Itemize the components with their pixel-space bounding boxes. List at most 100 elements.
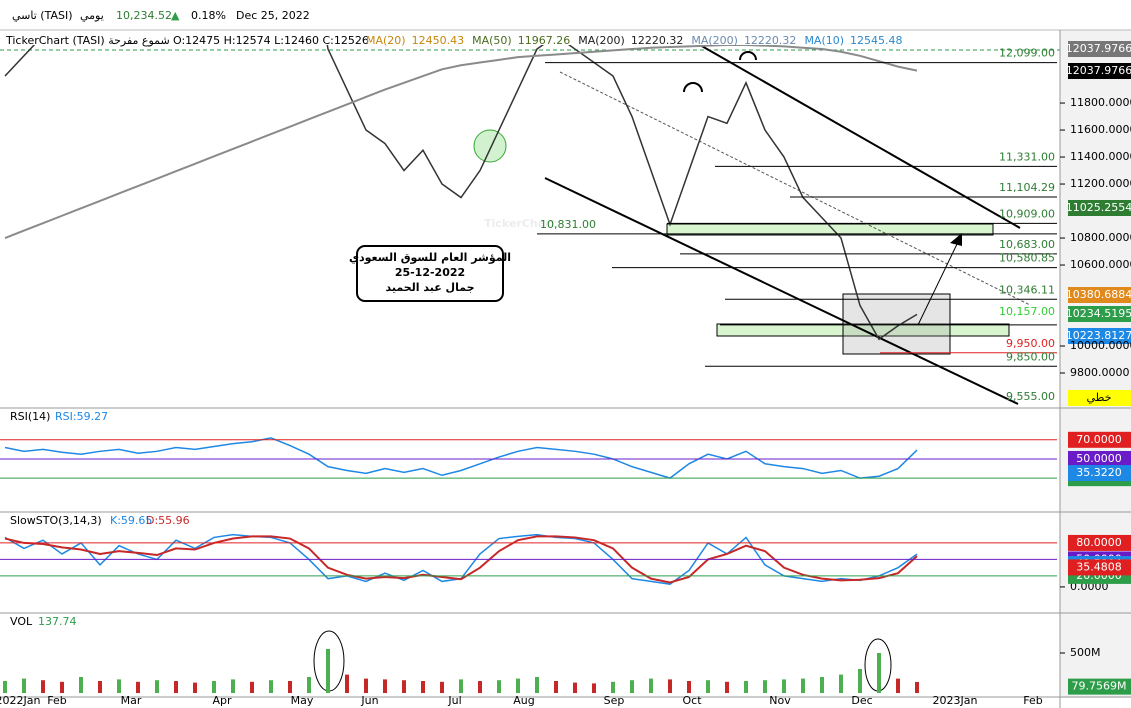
x-tick-label: Feb xyxy=(1023,694,1042,707)
volume-bar xyxy=(706,680,710,693)
volume-bar xyxy=(459,679,463,693)
panel-title: RSI(14) xyxy=(10,410,50,423)
price-tag-bg xyxy=(1068,200,1131,216)
ohlc: O:12475 H:12574 L:12460 C:12526 xyxy=(173,34,369,47)
level-label: 9,950.00 xyxy=(1006,337,1055,350)
y-tick-label: 11400.0000 xyxy=(1070,150,1131,163)
ma-name: MA(10) xyxy=(804,34,844,47)
x-tick-label: Aug xyxy=(513,694,534,707)
level-label: 11,104.29 xyxy=(999,181,1055,194)
tag-bg xyxy=(1068,559,1131,576)
level-label: 9,850.00 xyxy=(1006,350,1055,363)
box xyxy=(842,293,951,355)
trend-line xyxy=(559,71,1031,306)
volume-bar xyxy=(345,674,349,693)
volume-bar xyxy=(250,681,254,693)
ma-value: 11967.26 xyxy=(518,34,571,47)
panel xyxy=(3,649,919,693)
x-tick-label: Jul xyxy=(447,694,461,707)
y-tick-label: 10000.0000 xyxy=(1070,339,1131,352)
panel-title: VOL xyxy=(10,615,33,628)
level-label: 9,555.00 xyxy=(1006,390,1055,403)
volume-bar xyxy=(136,681,140,693)
volume-bar xyxy=(117,679,121,693)
volume-bar xyxy=(820,677,824,693)
x-tick-label: May xyxy=(291,694,314,707)
x-tick-label: Mar xyxy=(121,694,142,707)
price-tag-bg xyxy=(1068,328,1131,344)
panel-value: D:55.96 xyxy=(146,514,190,527)
arrow-line xyxy=(917,241,959,326)
volume-bar xyxy=(3,681,7,693)
ma-name: MA(200) xyxy=(691,34,738,47)
volume-bar xyxy=(858,669,862,693)
price-tag-bg xyxy=(1068,306,1131,322)
volume-bar xyxy=(402,680,406,693)
volume-bar xyxy=(630,680,634,693)
change-arrow: ▲ xyxy=(171,9,180,22)
volume-bar xyxy=(649,678,653,693)
volume-bar xyxy=(763,680,767,693)
panel xyxy=(4,45,918,341)
source: TickerChart (TASI) شموع مفرحة xyxy=(5,34,170,47)
volume-bar xyxy=(611,681,615,693)
volume-bar xyxy=(725,681,729,693)
price-tag-bg xyxy=(1068,287,1131,303)
x-tick-label: 2022Jan xyxy=(0,694,41,707)
annotation: جمال عبد الحميد xyxy=(385,281,474,294)
tag-label: 35.4808 xyxy=(1076,560,1122,573)
volume-bar xyxy=(155,680,159,693)
level-label: 10,157.00 xyxy=(999,305,1055,318)
drawings xyxy=(473,45,1031,405)
tag-label: 50.0000 xyxy=(1076,452,1122,465)
last-price: 10,234.52 xyxy=(116,9,172,22)
price-tag: خطي xyxy=(1087,391,1112,404)
tag-bg xyxy=(1068,431,1131,448)
panel-title: SlowSTO(3,14,3) xyxy=(10,514,102,527)
volume-bar xyxy=(22,678,26,693)
volume-bar xyxy=(915,681,919,693)
y-tick-label: 11200.0000 xyxy=(1070,177,1131,190)
volume-bar xyxy=(896,678,900,693)
x-tick-label: Dec xyxy=(851,694,872,707)
volume-bar xyxy=(307,677,311,693)
volume-bar xyxy=(421,681,425,693)
price-tag-bg xyxy=(1068,63,1131,79)
panel xyxy=(4,437,918,479)
volume-bar xyxy=(440,681,444,693)
tag-bg xyxy=(1068,465,1131,482)
level-label: 10,580.85 xyxy=(999,252,1055,265)
date: Dec 25, 2022 xyxy=(236,9,310,22)
ma-value: 12545.48 xyxy=(850,34,903,47)
arc xyxy=(739,51,757,61)
level-label: 10,683.00 xyxy=(999,238,1055,251)
volume-bar xyxy=(364,678,368,693)
volume-bar xyxy=(383,679,387,693)
tag-label: 79.7569M xyxy=(1072,680,1127,693)
y-tick-label: 9800.0000 xyxy=(1070,366,1130,379)
y-tick-label: 10600.0000 xyxy=(1070,258,1131,271)
volume-bar xyxy=(592,683,596,693)
x-tick-label: Oct xyxy=(682,694,702,707)
volume-bar xyxy=(41,680,45,693)
price-tag: 12037.9766 xyxy=(1066,64,1131,77)
volume-bar xyxy=(782,679,786,693)
price-tag-bg xyxy=(1068,41,1131,57)
volume-bar xyxy=(212,681,216,693)
volume-bar xyxy=(668,679,672,693)
volume-bar xyxy=(801,678,805,693)
volume-bar xyxy=(326,649,330,693)
series-line xyxy=(4,45,918,341)
level-label: 10,831.00 xyxy=(540,218,596,231)
volume-bar xyxy=(60,681,64,693)
price-tag: 10380.6884 xyxy=(1066,288,1131,301)
series-line xyxy=(4,437,918,479)
volume-bar xyxy=(98,681,102,693)
volume-bar xyxy=(193,682,197,693)
volume-bar xyxy=(231,679,235,693)
x-tick-label: Feb xyxy=(47,694,66,707)
price-tag: 11025.2554 xyxy=(1066,201,1131,214)
ma-value: 12450.43 xyxy=(412,34,465,47)
